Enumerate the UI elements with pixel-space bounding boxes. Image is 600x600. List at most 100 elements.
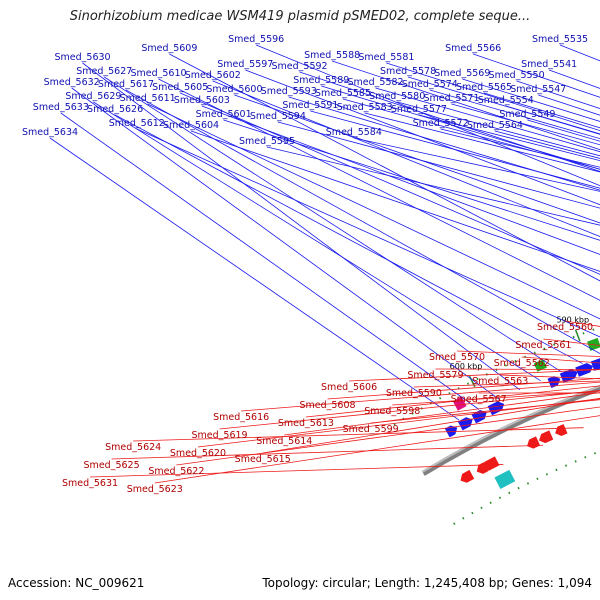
forward-leader-line	[549, 69, 600, 89]
reverse-gene-label: Smed_5560	[537, 322, 593, 333]
forward-gene-label: Smed_5582	[347, 77, 403, 88]
forward-gene-label: Smed_5596	[228, 34, 284, 45]
inner-feature-box	[494, 469, 516, 489]
forward-gene-label: Smed_5593	[261, 86, 317, 97]
forward-leader-line	[332, 60, 600, 151]
forward-leader-line	[418, 114, 600, 162]
reverse-leader-line	[89, 464, 504, 478]
reverse-gene-label: Smed_5570	[429, 352, 485, 363]
forward-leader-line	[277, 121, 600, 209]
forward-leader-line	[245, 69, 600, 206]
forward-gene-label: Smed_5541	[521, 59, 577, 70]
forward-gene-label: Smed_5610	[130, 68, 186, 79]
reverse-gene-label: Smed_5616	[213, 412, 269, 423]
reverse-leader-line	[457, 350, 600, 357]
reverse-gene-label: Smed_5623	[127, 484, 183, 495]
reverse-gene-arrow	[527, 436, 541, 449]
forward-leader-line	[429, 89, 600, 140]
forward-gene-label: Smed_5595	[239, 136, 295, 147]
forward-gene-label: Smed_5603	[174, 95, 230, 106]
reverse-gene-label: Smed_5561	[515, 340, 571, 351]
forward-gene-label: Smed_5611	[120, 93, 176, 104]
forward-gene-label: Smed_5572	[413, 118, 469, 129]
forward-gene-label: Smed_5580	[369, 91, 425, 102]
forward-gene-label: Smed_5549	[499, 109, 555, 120]
forward-leader-line	[114, 114, 583, 364]
forward-leader-line	[190, 130, 600, 272]
forward-gene-label: Smed_5554	[478, 95, 534, 106]
reverse-gene-arrow	[555, 424, 568, 436]
forward-gene-label: Smed_5578	[380, 66, 436, 77]
forward-gene-label: Smed_5626	[87, 104, 143, 115]
forward-leader-line	[169, 53, 600, 282]
forward-leader-line	[375, 87, 600, 153]
forward-leader-line	[266, 146, 600, 226]
forward-leader-line	[212, 80, 600, 238]
forward-leader-line	[201, 105, 600, 255]
reverse-leader-line	[327, 377, 600, 400]
forward-leader-line	[288, 96, 600, 191]
ring-group	[393, 326, 600, 525]
forward-leader-line	[93, 101, 541, 382]
reverse-leader-line	[392, 390, 600, 406]
reverse-gene-label: Smed_5619	[191, 430, 247, 441]
forward-leader-line	[136, 128, 600, 338]
forward-leader-line	[71, 87, 500, 400]
reverse-gene-label: Smed_5562	[494, 358, 550, 369]
forward-leader-line	[440, 128, 600, 168]
forward-leader-line	[49, 137, 460, 421]
forward-gene-label: Smed_5600	[206, 84, 262, 95]
forward-gene-label: Smed_5634	[22, 127, 78, 138]
reverse-leader-line	[284, 392, 600, 436]
reverse-gene-label: Smed_5608	[299, 400, 355, 411]
forward-gene-label: Smed_5577	[391, 104, 447, 115]
forward-gene-label: Smed_5594	[250, 111, 306, 122]
forward-leader-line	[397, 101, 600, 157]
forward-gene-arrow	[590, 358, 600, 371]
forward-gene-label: Smed_5633	[33, 102, 89, 113]
forward-gene-arrow	[559, 369, 578, 383]
reverse-gene-label: Smed_5590	[386, 388, 442, 399]
reverse-leader-line	[133, 427, 584, 442]
reverse-leader-line	[435, 368, 600, 370]
forward-gene-label: Smed_5602	[185, 70, 241, 81]
reverse-leader-line	[370, 399, 600, 424]
forward-gene-label: Smed_5592	[272, 61, 328, 72]
forward-leader-line	[158, 78, 600, 301]
feature-group	[444, 337, 600, 489]
forward-gene-label: Smed_5601	[196, 109, 252, 120]
leader-line-group	[49, 44, 600, 484]
forward-leader-line	[407, 76, 600, 135]
forward-gene-label: Smed_5630	[55, 52, 111, 63]
forward-leader-line	[256, 44, 600, 187]
reverse-gene-label: Smed_5606	[321, 382, 377, 393]
reverse-leader-line	[262, 397, 600, 454]
forward-gene-label: Smed_5617	[98, 79, 154, 90]
forward-leader-line	[104, 76, 562, 373]
reverse-leader-line	[111, 444, 544, 460]
summary-text: Topology: circular; Length: 1,245,408 bp…	[262, 576, 592, 590]
forward-gene-label: Smed_5605	[152, 82, 208, 93]
reverse-gene-label: Smed_5563	[472, 376, 528, 387]
forward-leader-line	[299, 71, 600, 172]
reverse-gene-label: Smed_5624	[105, 442, 161, 453]
forward-leader-line	[386, 62, 600, 132]
reverse-gene-label: Smed_5625	[84, 460, 140, 471]
reverse-leader-line	[154, 415, 600, 484]
forward-leader-line	[60, 112, 480, 410]
forward-gene-label: Smed_5550	[489, 70, 545, 81]
reverse-gene-label: Smed_5615	[235, 454, 291, 465]
forward-gene-label: Smed_5583	[337, 102, 393, 113]
forward-leader-line	[180, 92, 600, 275]
forward-gene-label: Smed_5604	[163, 120, 219, 131]
forward-gene-label: Smed_5629	[65, 91, 121, 102]
reverse-gene-label: Smed_5622	[148, 466, 204, 477]
forward-gene-label: Smed_5632	[44, 77, 100, 88]
reverse-gene-label: Smed_5599	[343, 424, 399, 435]
forward-gene-label: Smed_5588	[304, 50, 360, 61]
forward-gene-label: Smed_5566	[445, 43, 501, 54]
reverse-leader-line	[176, 406, 600, 466]
forward-gene-label: Smed_5569	[434, 68, 490, 79]
ruler-tick	[574, 329, 581, 342]
